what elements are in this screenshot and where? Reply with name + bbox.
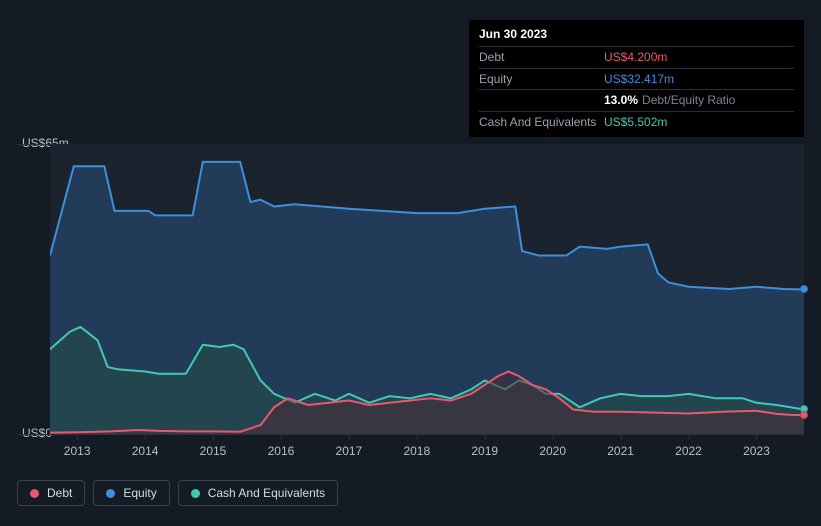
- x-tick: [349, 434, 350, 440]
- legend-dot: [106, 489, 115, 498]
- series-end-marker: [800, 285, 808, 293]
- tooltip-row-label: Debt: [479, 49, 604, 66]
- tooltip-row: EquityUS$32.417m: [479, 68, 794, 90]
- legend-label: Equity: [123, 486, 156, 500]
- x-axis-label: 2019: [471, 444, 498, 458]
- x-tick: [485, 434, 486, 440]
- x-axis-label: 2018: [403, 444, 430, 458]
- x-axis: 2013 2014 2015 2016 2017 2018 2019 2020 2021 2022…: [50, 440, 804, 460]
- x-tick: [621, 434, 622, 440]
- legend-label: Cash And Equivalents: [208, 486, 325, 500]
- legend-item-debt[interactable]: Debt: [17, 480, 85, 506]
- x-axis-label: 2016: [268, 444, 295, 458]
- x-tick: [756, 434, 757, 440]
- grid-line: [17, 434, 804, 435]
- x-tick: [281, 434, 282, 440]
- tooltip-row-value: US$32.417m: [604, 71, 674, 88]
- tooltip-row-label: Equity: [479, 71, 604, 88]
- x-axis-label: 2023: [743, 444, 770, 458]
- x-axis-label: 2021: [607, 444, 634, 458]
- x-tick: [417, 434, 418, 440]
- legend-label: Debt: [47, 486, 72, 500]
- tooltip-row-value: 13.0%Debt/Equity Ratio: [604, 92, 735, 109]
- x-axis-label: 2013: [64, 444, 91, 458]
- tooltip-row: DebtUS$4.200m: [479, 46, 794, 68]
- tooltip-row: 13.0%Debt/Equity Ratio: [479, 89, 794, 111]
- series-end-marker: [800, 411, 808, 419]
- x-axis-label: 2020: [539, 444, 566, 458]
- legend-item-cash-and-equivalents[interactable]: Cash And Equivalents: [178, 480, 338, 506]
- x-tick: [77, 434, 78, 440]
- tooltip-date: Jun 30 2023: [479, 26, 794, 43]
- tooltip-row: Cash And EquivalentsUS$5.502m: [479, 111, 794, 133]
- legend-item-equity[interactable]: Equity: [93, 480, 169, 506]
- y-axis-label: US$0: [22, 426, 52, 440]
- x-tick: [689, 434, 690, 440]
- tooltip-row-value: US$4.200m: [604, 49, 667, 66]
- x-tick: [213, 434, 214, 440]
- tooltip-row-label: Cash And Equivalents: [479, 114, 604, 131]
- tooltip-row-value: US$5.502m: [604, 114, 667, 131]
- legend-dot: [191, 489, 200, 498]
- x-tick: [145, 434, 146, 440]
- legend: Debt Equity Cash And Equivalents: [17, 480, 338, 506]
- x-tick: [553, 434, 554, 440]
- tooltip-box: Jun 30 2023 DebtUS$4.200mEquityUS$32.417…: [469, 20, 804, 137]
- plot-area[interactable]: [50, 144, 804, 434]
- legend-dot: [30, 489, 39, 498]
- x-axis-label: 2015: [200, 444, 227, 458]
- x-axis-label: 2017: [336, 444, 363, 458]
- x-axis-label: 2022: [675, 444, 702, 458]
- x-axis-label: 2014: [132, 444, 159, 458]
- tooltip-row-label: [479, 92, 604, 109]
